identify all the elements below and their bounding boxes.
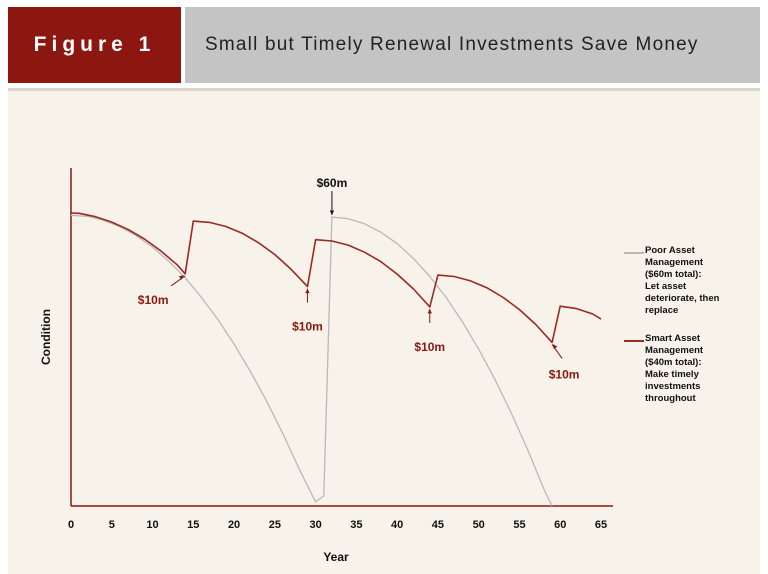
x-tick-label-50: 50 <box>473 519 485 531</box>
header-gap <box>181 7 185 83</box>
x-tick-label-40: 40 <box>391 519 403 531</box>
x-tick-label-10: 10 <box>146 519 158 531</box>
panel-top-rule <box>8 88 760 91</box>
annotation-arrowhead-4 <box>553 344 558 350</box>
x-tick-label-60: 60 <box>554 519 566 531</box>
legend-poor-line-1: Poor Asset <box>645 245 695 256</box>
annotation-label-0: $60m <box>317 176 348 190</box>
x-tick-label-20: 20 <box>228 519 240 531</box>
legend-poor-line-6: replace <box>645 305 679 316</box>
x-tick-label-55: 55 <box>513 519 525 531</box>
annotation-arrowhead-1 <box>178 275 184 280</box>
series-smart-line <box>70 212 602 344</box>
legend-poor-line-2: Management <box>645 257 704 268</box>
legend-smart-swatch <box>624 340 644 342</box>
x-tick-label-0: 0 <box>68 519 74 531</box>
x-tick-label-5: 5 <box>109 519 115 531</box>
figure-number: Figure 1 <box>8 7 181 83</box>
legend-smart: Smart Asset Management ($40m total): Mak… <box>645 333 745 405</box>
annotation-label-4: $10m <box>549 367 580 381</box>
annotation-label-2: $10m <box>292 320 323 334</box>
figure-title: Small but Timely Renewal Investments Sav… <box>185 7 760 83</box>
legend-smart-line-5: investments <box>645 381 701 392</box>
legend-smart-line-3: ($40m total): <box>645 357 702 368</box>
annotation-arrowhead-3 <box>427 308 432 314</box>
annotation-arrowhead-0 <box>329 210 335 216</box>
x-tick-label-30: 30 <box>309 519 321 531</box>
legend-poor-line-3: ($60m total): <box>645 269 702 280</box>
legend-poor-line-4: Let asset <box>645 281 687 292</box>
legend-poor-swatch <box>624 252 644 254</box>
x-tick-label-15: 15 <box>187 519 199 531</box>
condition-chart: 0 5 10 15 20 25 30 35 40 45 50 55 60 65 Year Condition $… <box>39 168 613 564</box>
legend-smart-line-4: Make timely <box>645 369 699 380</box>
chart-panel: 0 5 10 15 20 25 30 35 40 45 50 55 60 65 Year Condition $… <box>8 88 760 574</box>
annotation-label-3: $10m <box>414 340 445 354</box>
series-poor-line <box>70 214 553 507</box>
x-tick-label-35: 35 <box>350 519 362 531</box>
annotation-arrowhead-2 <box>305 288 310 294</box>
legend-poor-line-5: deteriorate, then <box>645 293 720 304</box>
annotation-label-1: $10m <box>138 293 169 307</box>
x-tick-label-65: 65 <box>595 519 607 531</box>
x-tick-label-45: 45 <box>432 519 444 531</box>
legend-poor: Poor Asset Management ($60m total): Let … <box>645 245 745 317</box>
y-axis-label: Condition <box>39 309 53 365</box>
annotation-arrow-1 <box>170 275 186 287</box>
legend-smart-line-6: throughout <box>645 393 696 404</box>
x-tick-label-25: 25 <box>269 519 281 531</box>
figure-header: Figure 1 Small but Timely Renewal Invest… <box>8 7 760 83</box>
legend-smart-line-1: Smart Asset <box>645 333 701 344</box>
x-axis-label: Year <box>323 550 349 564</box>
legend-smart-line-2: Management <box>645 345 704 356</box>
